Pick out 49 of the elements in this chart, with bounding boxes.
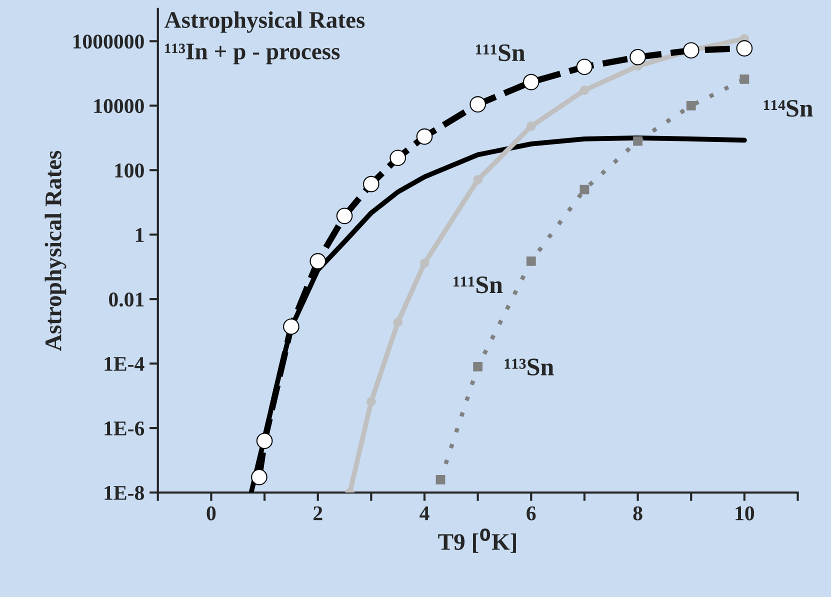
point [366, 396, 376, 406]
y-axis-title: Astrophysical Rates [44, 150, 66, 351]
y-tick-label: 1000000 [73, 34, 144, 49]
point [393, 318, 403, 328]
annotation: ¹¹⁴Sn [764, 100, 813, 117]
y-tick-label: 1E-6 [104, 421, 144, 436]
text: ¹¹³In + p - process [165, 44, 340, 64]
point [283, 318, 300, 335]
y-tick-label: 1 [136, 228, 144, 242]
point [473, 362, 483, 372]
annotation: ¹¹¹Sn [454, 276, 503, 294]
point [576, 58, 593, 76]
y-tick-label: 0.01 [109, 292, 144, 307]
annotation: ¹¹³Sn [504, 358, 554, 376]
x-axis-title: T9 [$^{0}$K] [438, 528, 516, 553]
x-tick-label: 2 [314, 506, 322, 520]
y-tick-label: 100 [115, 164, 144, 178]
y-tick-label: 1E-8 [104, 486, 144, 500]
x-tick-label: 4 [420, 506, 430, 520]
y-tick-label: 10000 [94, 99, 144, 114]
annotation: ¹¹¹Sn [476, 44, 525, 62]
point [682, 42, 700, 59]
point [580, 86, 590, 95]
point [736, 40, 753, 57]
x-tick-label: 6 [526, 506, 536, 520]
point [522, 74, 540, 90]
point [470, 96, 486, 112]
point [251, 468, 268, 486]
point [686, 100, 696, 110]
point [630, 48, 646, 66]
point [416, 128, 433, 145]
point [526, 256, 536, 266]
point [310, 253, 326, 270]
x-tick-label: 0 [206, 506, 216, 520]
x-tick-label: 8 [633, 506, 642, 520]
point [473, 175, 483, 185]
point [336, 208, 353, 224]
point [633, 136, 642, 146]
point [580, 184, 590, 194]
point [436, 475, 446, 484]
point [363, 176, 380, 192]
point [390, 150, 406, 166]
point [740, 74, 750, 84]
x-tick-label: 10 [736, 506, 754, 520]
y-tick-label: 1E-4 [104, 357, 144, 371]
point [526, 122, 536, 131]
point [256, 432, 273, 450]
chart-title: Astrophysical Rates [164, 11, 365, 33]
point [420, 258, 430, 268]
